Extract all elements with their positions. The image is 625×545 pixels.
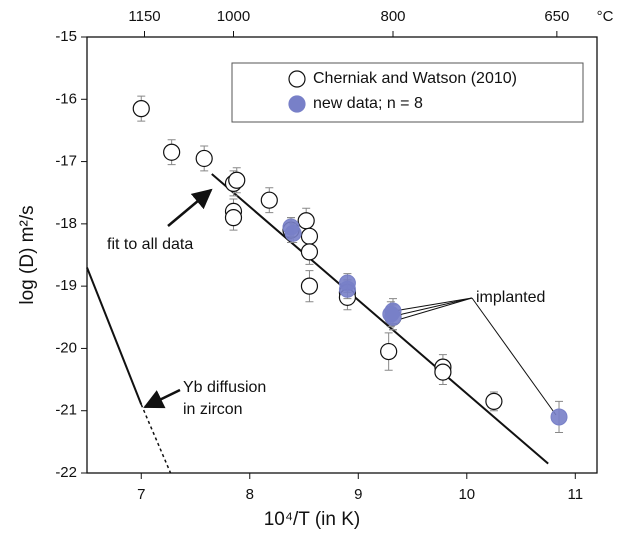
data-point: [382, 305, 400, 323]
data-point: [550, 408, 568, 426]
y-tick-label: -22: [55, 464, 77, 481]
y-tick-label: -21: [55, 402, 77, 419]
plot-frame: [86, 36, 598, 474]
legend-label: Cherniak and Watson (2010): [313, 70, 517, 87]
data-point: [260, 191, 278, 209]
x-tick-label: 11: [568, 486, 584, 503]
y-tick-label: -17: [55, 153, 77, 170]
annotation: implanted: [476, 289, 545, 306]
y-tick-label: -20: [55, 339, 77, 356]
annotation: Yb diffusion: [183, 379, 266, 396]
x-axis-label: 10⁴/T (in K): [264, 509, 361, 530]
arrow: [143, 388, 181, 409]
data-point: [434, 363, 452, 381]
y-tick-label: -19: [55, 277, 77, 294]
data-point: [228, 171, 246, 189]
arrow: [167, 188, 213, 227]
line: [211, 173, 549, 465]
data-point: [300, 243, 319, 261]
top-tick-label: 1150: [128, 8, 160, 25]
y-tick-label: -16: [55, 90, 77, 107]
data-point: [195, 149, 213, 168]
top-tick-label: 1000: [217, 8, 250, 25]
data-point: [224, 209, 243, 227]
top-tick-label: 800: [380, 8, 405, 25]
data-point: [163, 143, 181, 161]
top-tick-label: 650: [544, 8, 569, 25]
top-axis-unit: °C: [597, 8, 614, 25]
data-point: [380, 342, 398, 361]
data-point: [485, 392, 503, 410]
annotation: fit to all data: [107, 236, 193, 253]
data-point: [300, 277, 319, 295]
legend-label: new data; n = 8: [313, 95, 423, 112]
data-point: [297, 212, 315, 230]
x-tick-label: 9: [354, 486, 362, 503]
y-tick-label: -18: [55, 215, 77, 232]
y-tick-label: -15: [55, 28, 77, 45]
annotation: in zircon: [183, 401, 243, 418]
x-tick-label: 8: [246, 486, 254, 503]
data-point: [132, 100, 150, 118]
data-point: [300, 227, 319, 245]
legend-marker: [288, 95, 306, 113]
data-point: [284, 224, 302, 242]
data-point: [338, 280, 356, 298]
x-tick-label: 7: [137, 486, 145, 503]
line: [140, 404, 172, 474]
x-tick-label: 10: [458, 486, 475, 503]
y-axis-label: log (D) m²/s: [17, 205, 38, 304]
legend-box: [231, 62, 584, 123]
legend-marker: [288, 70, 306, 88]
leader-lines: [393, 297, 557, 416]
line: [86, 267, 143, 405]
